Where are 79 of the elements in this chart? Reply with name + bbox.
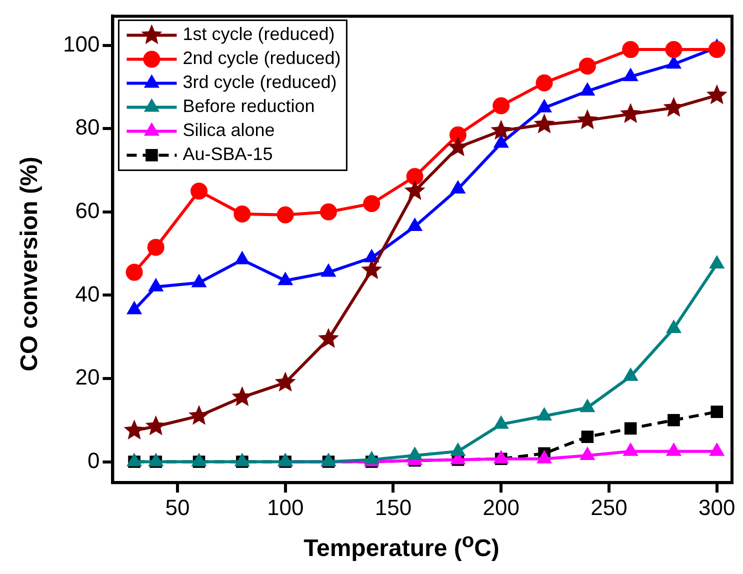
- point: [320, 203, 337, 220]
- point: [234, 206, 251, 223]
- point: [126, 264, 143, 281]
- point: [447, 136, 468, 156]
- point: [494, 134, 509, 148]
- legend-label: Silica alone: [182, 120, 275, 140]
- point: [708, 41, 726, 58]
- point: [622, 41, 640, 58]
- point: [576, 109, 598, 130]
- point: [404, 180, 426, 200]
- point: [192, 274, 206, 288]
- point: [407, 447, 422, 460]
- point: [190, 182, 208, 200]
- point: [490, 120, 512, 140]
- point: [450, 442, 466, 456]
- x-tick-label: 200: [482, 494, 520, 520]
- point: [124, 420, 145, 440]
- y-tick-label: 60: [75, 198, 100, 223]
- point: [623, 442, 638, 456]
- point: [494, 450, 509, 464]
- point: [406, 168, 424, 186]
- point: [450, 180, 466, 194]
- point: [536, 74, 553, 92]
- point: [361, 259, 382, 280]
- point: [148, 278, 164, 292]
- point: [534, 113, 555, 134]
- point: [494, 416, 509, 429]
- y-tick-label: 20: [75, 364, 100, 390]
- point: [147, 238, 164, 256]
- x-tick-label: 50: [165, 494, 190, 520]
- point: [318, 328, 339, 348]
- y-tick-label: 40: [75, 281, 100, 306]
- y-tick-label: 0: [87, 448, 100, 473]
- point: [580, 399, 595, 412]
- x-tick-label: 100: [266, 494, 304, 520]
- point: [234, 453, 250, 466]
- point: [536, 450, 552, 464]
- point: [623, 68, 638, 82]
- point: [665, 41, 682, 58]
- point: [709, 255, 724, 268]
- legend-label: Au-SBA-15: [182, 144, 273, 164]
- point: [148, 453, 164, 466]
- point: [578, 58, 596, 75]
- point: [192, 453, 206, 466]
- point: [278, 272, 293, 286]
- legend-label: 2nd cycle (reduced): [182, 48, 341, 68]
- legend-label: 1st cycle (reduced): [182, 24, 335, 44]
- point: [234, 251, 250, 264]
- point: [407, 218, 422, 231]
- point: [666, 56, 682, 69]
- legend-label: 3rd cycle (reduced): [182, 72, 337, 92]
- point: [709, 442, 724, 456]
- point: [276, 206, 294, 224]
- y-tick-label: 80: [75, 114, 100, 140]
- point: [580, 82, 595, 96]
- point: [492, 97, 510, 114]
- x-axis-title: Temperature ($^{o}$C): [302, 530, 500, 563]
- point: [363, 195, 380, 212]
- point: [666, 320, 682, 334]
- point: [188, 404, 210, 425]
- point: [145, 415, 166, 436]
- point: [706, 84, 728, 104]
- point: [449, 126, 466, 144]
- point: [623, 368, 638, 381]
- point: [274, 372, 296, 392]
- point: [666, 442, 682, 456]
- x-tick-label: 150: [374, 494, 412, 520]
- legend-label: Before reduction: [182, 96, 315, 116]
- x-tick-label: 250: [590, 494, 628, 520]
- point: [580, 447, 595, 460]
- point: [620, 103, 642, 123]
- point: [536, 407, 552, 420]
- point: [126, 453, 142, 466]
- point: [536, 99, 552, 112]
- y-tick-label: 100: [62, 31, 100, 56]
- y-axis-title: CO conversion (%): [16, 156, 44, 374]
- point: [126, 301, 142, 314]
- point: [321, 264, 336, 277]
- x-tick-label: 300: [698, 494, 736, 520]
